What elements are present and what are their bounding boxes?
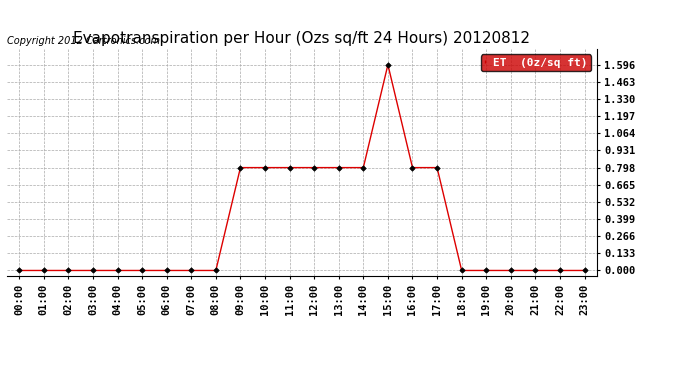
Legend: ET  (0z/sq ft): ET (0z/sq ft) [481, 54, 591, 71]
Title: Evapotranspiration per Hour (Ozs sq/ft 24 Hours) 20120812: Evapotranspiration per Hour (Ozs sq/ft 2… [73, 31, 531, 46]
Text: Copyright 2012 Cartronics.com: Copyright 2012 Cartronics.com [7, 36, 160, 46]
